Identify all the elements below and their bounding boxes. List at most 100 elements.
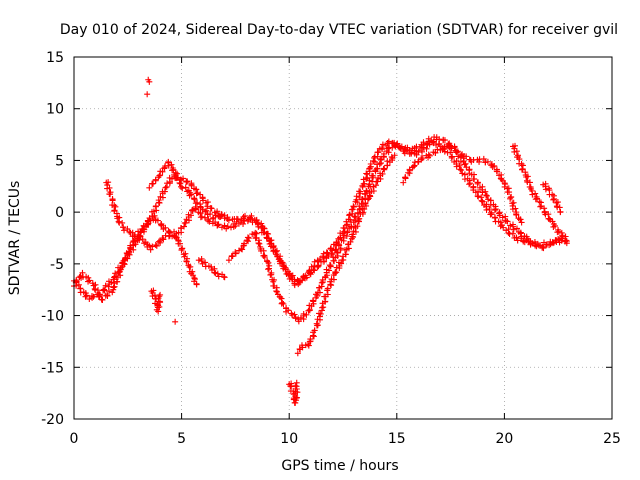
data-point <box>325 252 332 259</box>
data-point <box>116 269 123 276</box>
data-point <box>109 289 116 296</box>
data-point <box>140 222 147 229</box>
data-point <box>193 281 200 288</box>
data-point <box>459 170 466 177</box>
data-point <box>351 213 358 220</box>
data-point <box>116 214 123 221</box>
data-point <box>478 197 485 204</box>
data-point <box>448 154 455 161</box>
data-point <box>367 193 374 200</box>
data-point <box>151 212 158 219</box>
data-point <box>274 288 281 295</box>
data-point <box>526 238 533 245</box>
x-tick-label: 10 <box>280 431 298 447</box>
data-point <box>157 299 164 306</box>
data-point <box>532 190 539 197</box>
data-point <box>288 274 295 281</box>
data-point <box>374 149 381 156</box>
data-point <box>384 158 391 165</box>
data-point <box>165 233 172 240</box>
data-point <box>96 293 103 300</box>
data-point <box>513 148 520 155</box>
data-point <box>324 285 331 292</box>
data-point <box>425 151 432 158</box>
data-point <box>89 294 96 301</box>
data-point <box>153 242 160 249</box>
data-point <box>255 240 262 247</box>
data-point <box>359 195 366 202</box>
data-point <box>402 174 409 181</box>
y-tick-label: 5 <box>55 153 64 169</box>
series-track-2 <box>71 134 566 303</box>
data-point <box>168 161 175 168</box>
data-point <box>111 207 118 214</box>
data-point <box>167 229 174 236</box>
data-point <box>311 327 318 334</box>
data-point <box>155 197 162 204</box>
data-point <box>335 240 342 247</box>
data-point <box>85 278 92 285</box>
data-point <box>377 155 384 162</box>
data-point <box>316 256 323 263</box>
data-point <box>291 399 298 406</box>
data-point <box>555 228 562 235</box>
data-point <box>491 207 498 214</box>
data-point <box>120 224 127 231</box>
data-point <box>149 243 156 250</box>
data-point <box>541 205 548 212</box>
data-point <box>371 154 378 161</box>
data-point <box>428 137 435 144</box>
data-point <box>159 235 166 242</box>
data-point <box>506 189 513 196</box>
data-point <box>359 209 366 216</box>
data-point <box>475 193 482 200</box>
data-point <box>344 229 351 236</box>
data-point <box>139 236 146 243</box>
data-point <box>512 205 519 212</box>
data-point <box>134 235 141 242</box>
data-point <box>532 196 539 203</box>
data-point <box>207 211 214 218</box>
y-tick-label: -10 <box>41 309 64 325</box>
data-point <box>199 260 206 267</box>
data-point <box>215 273 222 280</box>
data-point <box>493 168 500 175</box>
data-point <box>537 203 544 210</box>
series-track-3 <box>103 179 200 288</box>
data-point <box>353 193 360 200</box>
data-point <box>354 223 361 230</box>
series-track-11 <box>510 142 570 247</box>
data-point <box>385 145 392 152</box>
data-point <box>105 179 112 186</box>
data-point <box>214 270 221 277</box>
data-point <box>362 200 369 207</box>
data-point <box>154 217 161 224</box>
data-point <box>130 237 137 244</box>
data-point <box>261 229 268 236</box>
data-point <box>260 252 267 259</box>
data-point <box>328 282 335 289</box>
data-point <box>329 247 336 254</box>
data-point <box>559 232 566 239</box>
data-point <box>156 293 163 300</box>
data-point <box>364 196 371 203</box>
data-point <box>483 206 490 213</box>
data-point <box>366 165 373 172</box>
data-point <box>270 244 277 251</box>
data-point <box>192 205 199 212</box>
data-point <box>241 217 248 224</box>
data-point <box>291 311 298 318</box>
data-point <box>507 222 514 229</box>
data-point <box>244 234 251 241</box>
data-point <box>410 163 417 170</box>
data-point <box>436 136 443 143</box>
data-point <box>285 307 292 314</box>
data-point <box>282 266 289 273</box>
data-point <box>151 292 158 299</box>
data-point <box>157 291 164 298</box>
data-point <box>551 195 558 202</box>
data-point <box>378 156 385 163</box>
data-point <box>423 145 430 152</box>
data-point <box>507 195 514 202</box>
series-track-8 <box>294 152 398 357</box>
